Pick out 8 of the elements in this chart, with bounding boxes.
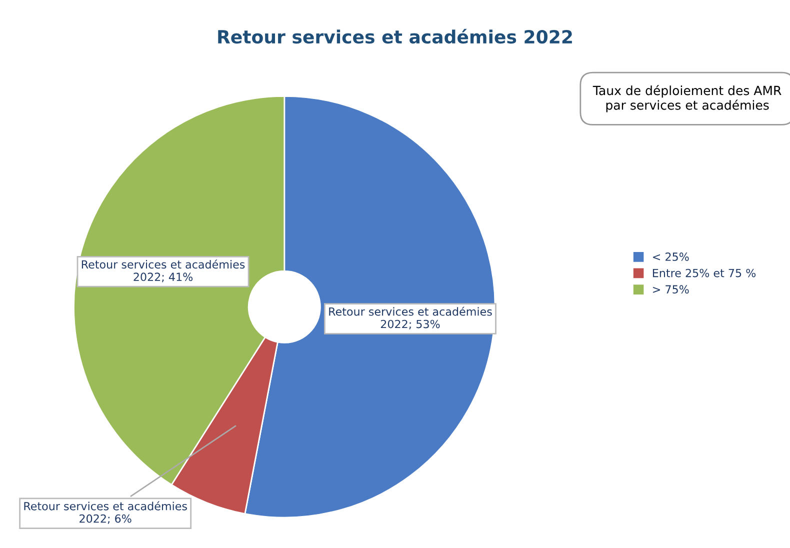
data-label: Retour services et académies 2022; 41% xyxy=(82,260,245,282)
legend-label: < 25% xyxy=(653,252,689,261)
legend-label: > 75% xyxy=(653,285,689,294)
data-label: Retour services et académies 2022; 6% xyxy=(24,501,187,524)
text: Taux de déploiement des AMR par services et académies xyxy=(592,85,782,112)
data-label: Retour services et académies 2022; 53% xyxy=(329,306,492,330)
chart-title: Retour services et académies 2022 xyxy=(218,28,572,44)
legend-label: Entre 25% et 75 % xyxy=(652,268,756,278)
